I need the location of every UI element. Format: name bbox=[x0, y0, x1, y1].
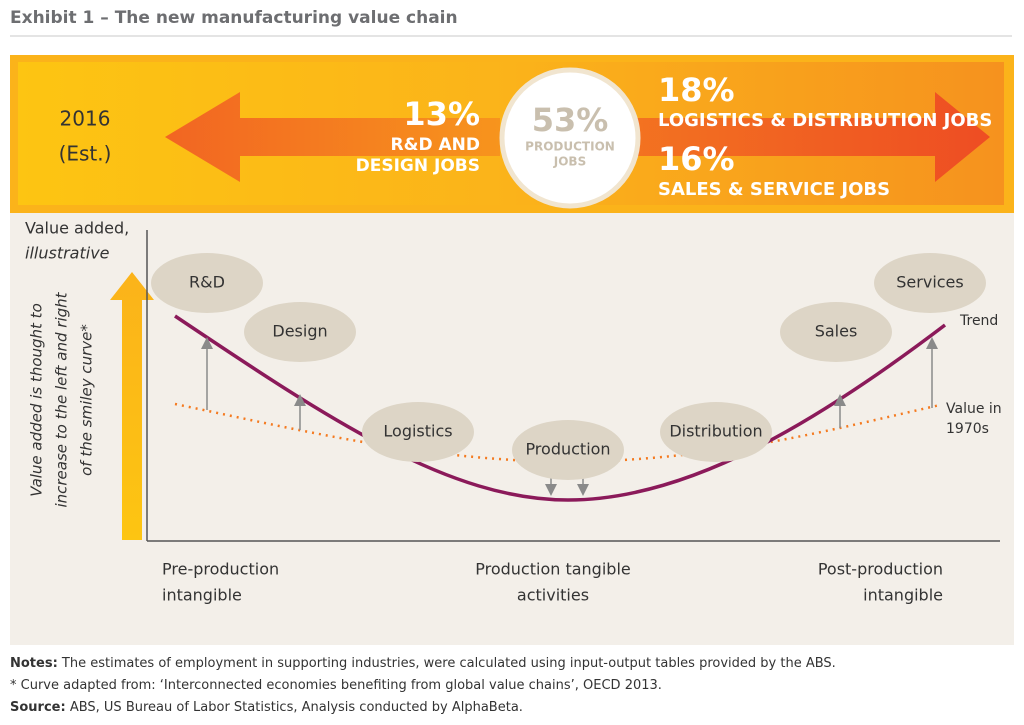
x-label: Production tangible bbox=[475, 560, 630, 579]
trend-label: Trend bbox=[959, 313, 998, 329]
note: Notes: The estimates of employment in su… bbox=[10, 656, 836, 671]
right-arrow bbox=[560, 92, 990, 182]
right-top-percent: 18% bbox=[658, 71, 735, 109]
center-percent: 53% bbox=[532, 101, 609, 139]
note-label: Source: bbox=[10, 700, 66, 715]
year: 2016 bbox=[60, 107, 111, 131]
center-circle bbox=[499, 67, 641, 209]
side-note: increase to the left and right bbox=[53, 291, 71, 507]
left-arrow bbox=[165, 92, 500, 182]
baseline-label: Value in bbox=[946, 401, 1002, 417]
right-bottom-label: SALES & SERVICE JOBS bbox=[658, 179, 890, 200]
side-note: of the smiley curve* bbox=[78, 324, 96, 476]
stage-label: Services bbox=[896, 273, 963, 292]
stage-label: Sales bbox=[815, 322, 858, 341]
stage-bubble bbox=[362, 402, 474, 462]
stage-label: Logistics bbox=[383, 422, 452, 441]
stage-bubble bbox=[244, 302, 356, 362]
center-label: JOBS bbox=[553, 155, 586, 169]
left-label: R&D AND bbox=[391, 135, 480, 155]
baseline-curve bbox=[174, 402, 941, 464]
stage-label: Design bbox=[272, 322, 327, 341]
note-text: * Curve adapted from: ‘Interconnected ec… bbox=[10, 678, 662, 693]
note-text: ABS, US Bureau of Labor Statistics, Anal… bbox=[66, 700, 523, 715]
y-label: Value added, bbox=[25, 219, 129, 238]
stage-bubble bbox=[874, 253, 986, 313]
x-label: intangible bbox=[162, 586, 242, 605]
title: Exhibit 1 – The new manufacturing value … bbox=[10, 8, 458, 28]
baseline-label: 1970s bbox=[946, 421, 989, 437]
left-percent: 13% bbox=[403, 95, 480, 133]
stage-bubble bbox=[151, 253, 263, 313]
note: Source: ABS, US Bureau of Labor Statisti… bbox=[10, 700, 523, 715]
stage-bubble bbox=[780, 302, 892, 362]
y-label: illustrative bbox=[25, 244, 110, 263]
stage-label: Production bbox=[525, 440, 610, 459]
trend-curve bbox=[174, 314, 947, 502]
x-label: Pre-production bbox=[162, 560, 279, 579]
note: * Curve adapted from: ‘Interconnected ec… bbox=[10, 678, 662, 693]
right-top-label: LOGISTICS & DISTRIBUTION JOBS bbox=[658, 110, 992, 131]
x-label: activities bbox=[517, 586, 589, 605]
stage-bubble bbox=[660, 402, 772, 462]
note-label: Notes: bbox=[10, 656, 58, 671]
x-label: Post-production bbox=[818, 560, 943, 579]
center-label: PRODUCTION bbox=[525, 140, 615, 154]
side-note: Value added is thought to bbox=[28, 303, 46, 496]
x-label: intangible bbox=[863, 586, 943, 605]
up-arrow bbox=[110, 272, 154, 540]
stage-label: Distribution bbox=[669, 422, 762, 441]
stage-label: R&D bbox=[189, 273, 225, 292]
left-label: DESIGN JOBS bbox=[356, 156, 480, 176]
note-text: The estimates of employment in supportin… bbox=[58, 656, 836, 671]
stage-bubble bbox=[512, 420, 624, 480]
right-bottom-percent: 16% bbox=[658, 140, 735, 178]
year-note: (Est.) bbox=[59, 142, 112, 166]
